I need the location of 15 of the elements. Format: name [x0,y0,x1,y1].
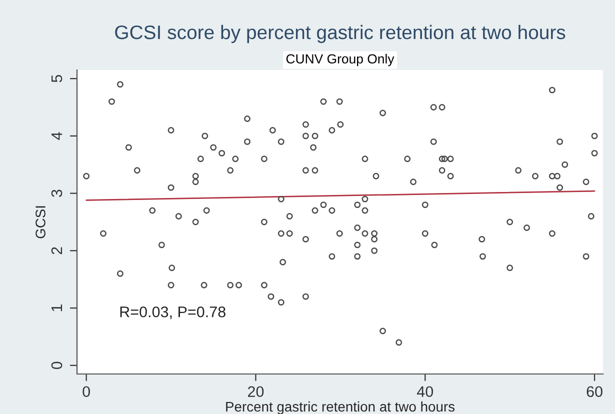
x-tick-label: 20 [248,386,264,398]
x-axis-title: Percent gastric retention at two hours [226,401,455,414]
y-axis-title: GCSI [36,206,46,238]
chart-title: GCSI score by percent gastric retention at two hours [115,24,566,44]
x-tick-label: 40 [416,386,434,398]
y-tick-label: 5 [52,74,62,82]
annotation: R=0.03, P=0.78 [120,306,226,320]
y-tick-label: 3 [51,190,62,197]
y-tick-label: 2 [51,247,62,254]
y-tick-label: 1 [52,304,62,312]
y-tick-label: 0 [51,362,62,370]
chart-subtitle: CUNV Group Only [286,54,394,66]
y-tick-label: 4 [52,132,62,140]
x-tick-label: 60 [586,386,602,398]
x-tick-label: 0 [82,386,90,398]
